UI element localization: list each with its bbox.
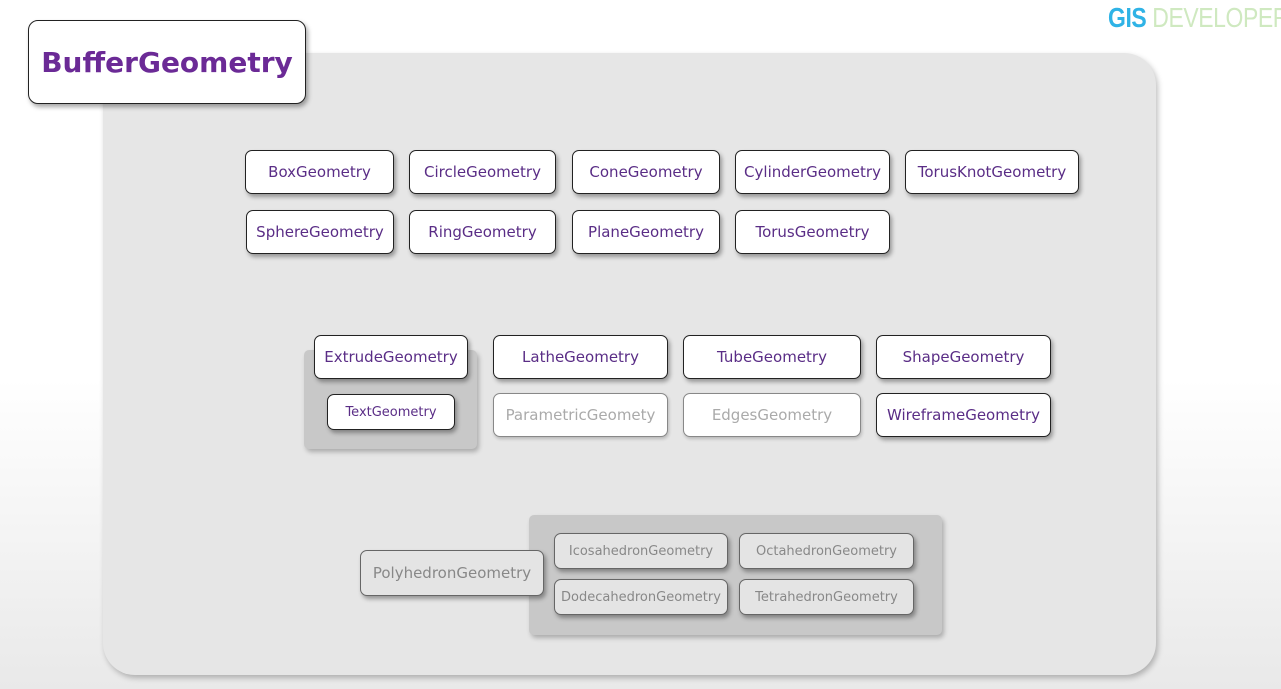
buffer-geometry-title: BufferGeometry: [28, 20, 306, 104]
box-geometry-node: BoxGeometry: [245, 150, 394, 194]
tube-geometry-node: TubeGeometry: [683, 335, 861, 379]
shape-geometry-node: ShapeGeometry: [876, 335, 1051, 379]
torus-geometry-node: TorusGeometry: [735, 210, 890, 254]
text-geometry-node: TextGeometry: [327, 394, 455, 430]
icosahedron-geometry-node: IcosahedronGeometry: [554, 533, 728, 569]
torus-knot-geometry-node: TorusKnotGeometry: [905, 150, 1079, 194]
cylinder-geometry-node: CylinderGeometry: [735, 150, 890, 194]
cone-geometry-node: ConeGeometry: [572, 150, 720, 194]
plane-geometry-node: PlaneGeometry: [572, 210, 720, 254]
octahedron-geometry-node: OctahedronGeometry: [739, 533, 914, 569]
polyhedron-geometry-node: PolyhedronGeometry: [360, 550, 544, 596]
ring-geometry-node: RingGeometry: [409, 210, 556, 254]
lathe-geometry-node: LatheGeometry: [493, 335, 668, 379]
logo-gis-text: GIS: [1108, 2, 1147, 33]
parametric-geometry-node: ParametricGeomety: [493, 393, 668, 437]
logo-developer-text: DEVELOPER: [1152, 2, 1281, 33]
dodecahedron-geometry-node: DodecahedronGeometry: [554, 579, 728, 615]
circle-geometry-node: CircleGeometry: [409, 150, 556, 194]
wireframe-geometry-node: WireframeGeometry: [876, 393, 1051, 437]
tetrahedron-geometry-node: TetrahedronGeometry: [739, 579, 914, 615]
sphere-geometry-node: SphereGeometry: [246, 210, 394, 254]
extrude-geometry-node: ExtrudeGeometry: [314, 335, 468, 379]
edges-geometry-node: EdgesGeometry: [683, 393, 861, 437]
gis-developer-logo: GIS DEVELOPER: [1108, 2, 1281, 34]
